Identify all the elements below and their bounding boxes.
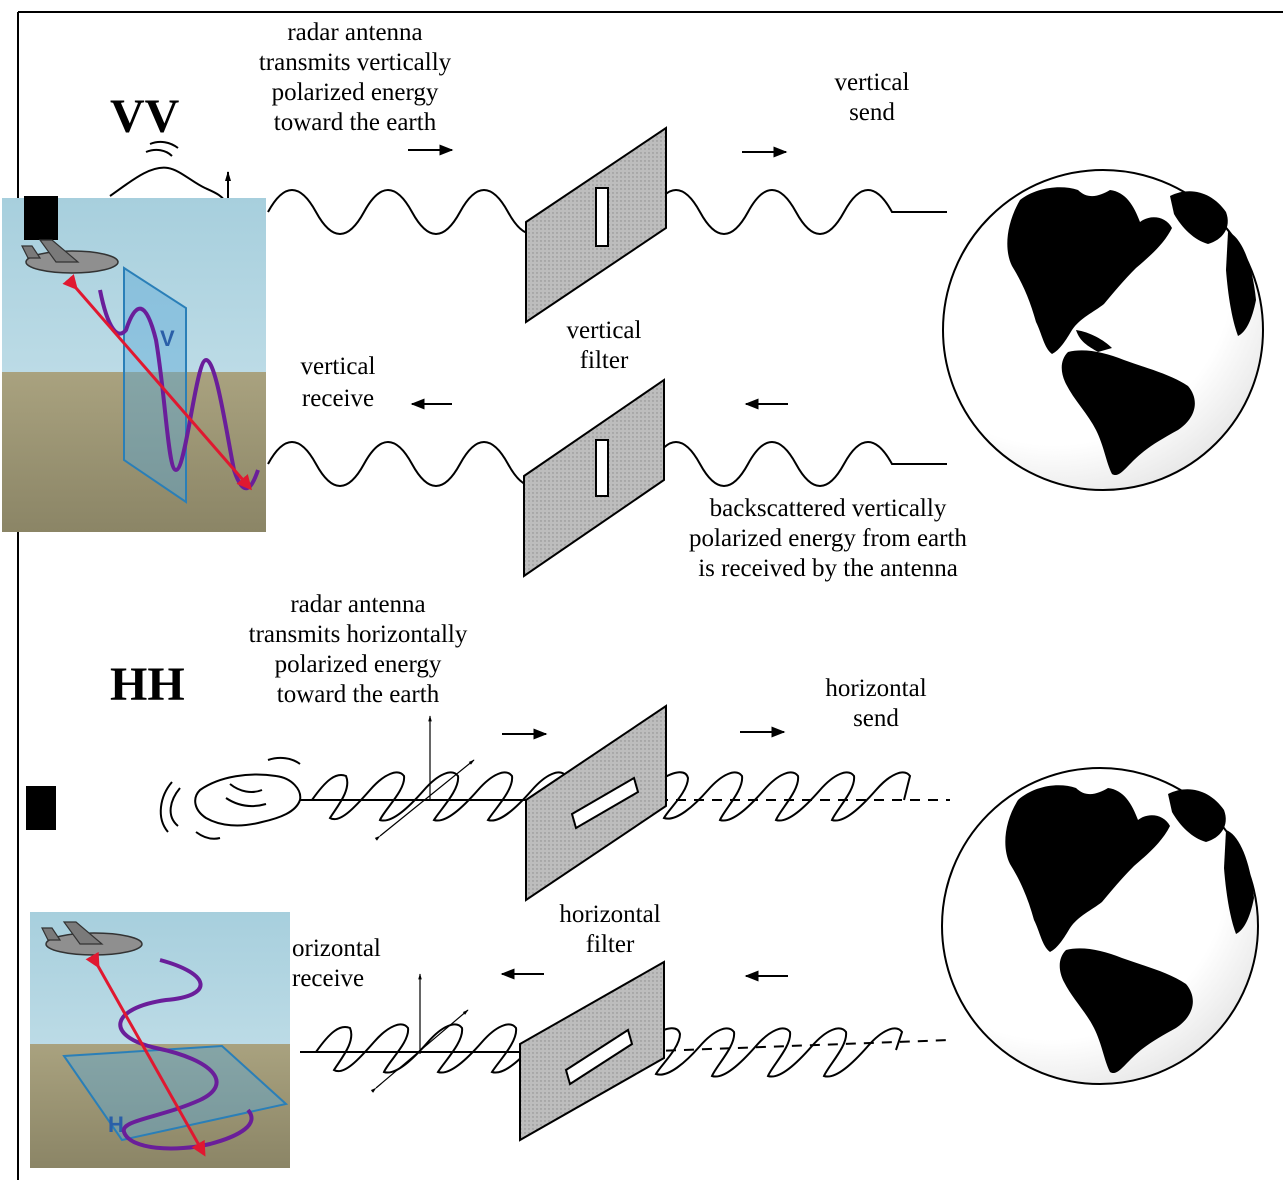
- hh-beam-arrow: [85, 951, 206, 1157]
- hh-mode-label: HH: [110, 658, 185, 711]
- svg-text:orizontal: orizontal: [292, 935, 381, 962]
- hh-transmit-caption: radar antenna transmits horizontally pol…: [249, 591, 468, 708]
- svg-text:polarized energy: polarized energy: [272, 79, 439, 106]
- vv-backscatter-caption: backscattered vertically polarized energ…: [689, 495, 967, 582]
- vv-filter-caption: vertical filter: [567, 317, 642, 374]
- vv-thumbnail: V: [2, 196, 266, 532]
- svg-text:backscattered vertically: backscattered vertically: [710, 495, 947, 522]
- hh-hand-icon: [159, 756, 302, 840]
- hh-send-filter: [525, 704, 667, 902]
- svg-text:vertical: vertical: [835, 69, 910, 96]
- hh-receive-caption: orizontal receive: [292, 935, 381, 992]
- hh-send-caption: horizontal send: [825, 675, 926, 732]
- hh-filter-caption: horizontal filter: [559, 901, 660, 958]
- svg-text:horizontal: horizontal: [559, 901, 660, 928]
- vv-beam-arrow: [62, 274, 252, 491]
- hand-icon: [109, 140, 231, 205]
- vv-receive-caption: vertical receive: [301, 353, 376, 412]
- vv-receive-filter: [523, 378, 665, 578]
- hh-receive-wave: [315, 1023, 904, 1078]
- svg-text:send: send: [853, 705, 899, 732]
- hh-receive-filter: [519, 960, 665, 1142]
- hh-thumbnail: H: [30, 912, 290, 1168]
- svg-text:transmits horizontally: transmits horizontally: [249, 621, 468, 648]
- vv-plane-letter: V: [160, 326, 175, 351]
- airplane-icon: [21, 239, 119, 274]
- hh-receive-axes: [370, 973, 469, 1093]
- svg-text:vertical: vertical: [567, 317, 642, 344]
- hh-plane-letter: H: [108, 1112, 124, 1137]
- svg-text:toward the earth: toward the earth: [274, 109, 437, 136]
- svg-text:vertical: vertical: [301, 353, 376, 380]
- svg-text:toward the earth: toward the earth: [277, 681, 440, 708]
- svg-text:filter: filter: [586, 931, 635, 958]
- svg-text:radar antenna: radar antenna: [290, 591, 425, 618]
- svg-text:receive: receive: [292, 965, 364, 992]
- svg-text:horizontal: horizontal: [825, 675, 926, 702]
- hh-send-wave: [311, 771, 912, 822]
- svg-text:radar antenna: radar antenna: [287, 19, 422, 46]
- hh-send-axes: [374, 715, 475, 841]
- hh-earth-globe: [941, 767, 1259, 1085]
- svg-text:filter: filter: [580, 347, 629, 374]
- vv-black-marker: [24, 196, 58, 240]
- svg-text:polarized energy: polarized energy: [275, 651, 442, 678]
- vv-transmit-caption: radar antenna transmits vertically polar…: [259, 19, 452, 136]
- svg-text:transmits vertically: transmits vertically: [259, 49, 452, 76]
- vv-send-filter: [525, 126, 667, 324]
- svg-text:receive: receive: [302, 385, 374, 412]
- vv-send-caption: vertical send: [835, 69, 910, 126]
- svg-text:polarized energy from earth: polarized energy from earth: [689, 525, 967, 552]
- svg-text:send: send: [849, 99, 895, 126]
- vv-mode-label: VV: [110, 90, 180, 143]
- svg-text:is received by the antenna: is received by the antenna: [698, 555, 958, 582]
- vertical-plane: [123, 266, 187, 504]
- hh-airplane-icon: [41, 921, 143, 956]
- hh-black-marker: [26, 786, 56, 830]
- vv-earth-globe: [942, 169, 1264, 491]
